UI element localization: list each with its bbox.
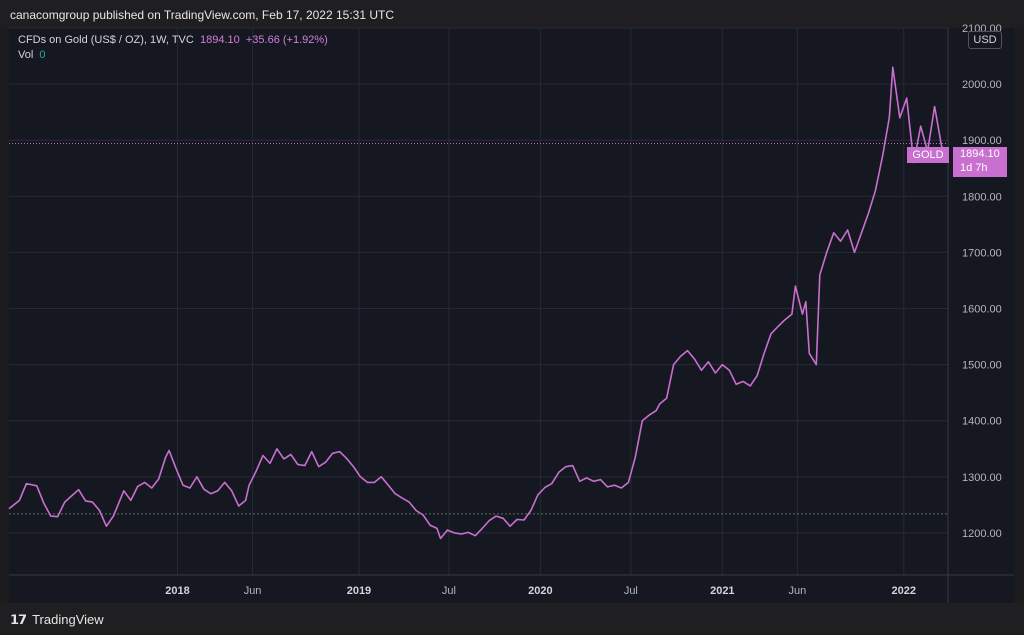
x-tick-label: 2022 (892, 585, 916, 597)
chart-area[interactable] (9, 28, 1014, 603)
legend-vol-value: 0 (39, 49, 46, 61)
price-tag: 1894.10 1d 7h (953, 147, 1007, 177)
y-tick-label: 1400.00 (962, 416, 1002, 428)
x-tick-label: Jul (442, 585, 456, 597)
price-tag-countdown: 1d 7h (960, 162, 988, 174)
legend-vol-label: Vol (18, 49, 34, 61)
x-tick-label: 2020 (528, 585, 552, 597)
symbol-tag: GOLD (907, 147, 949, 163)
y-tick-label: 1900.00 (962, 135, 1002, 147)
y-tick-label: 1700.00 (962, 247, 1002, 259)
currency-button[interactable]: USD (968, 31, 1002, 49)
y-tick-label: 2000.00 (962, 79, 1002, 91)
legend-last: 1894.10 (199, 34, 240, 46)
top-bar: canacomgroup published on TradingView.co… (0, 0, 1024, 28)
x-tick-label: 2021 (710, 585, 734, 597)
gold-price-line (8, 66, 949, 540)
tradingview-logo[interactable]: 𝟭𝟳 TradingView (10, 612, 104, 628)
tradingview-logo-icon: 𝟭𝟳 (10, 612, 27, 627)
y-tick-label: 1500.00 (962, 360, 1002, 372)
bottom-bar (0, 603, 1024, 635)
price-tag-value: 1894.10 (960, 148, 1000, 160)
y-tick-label: 1800.00 (962, 191, 1002, 203)
x-tick-label: 2019 (347, 585, 371, 597)
x-tick-label: Jun (789, 585, 807, 597)
legend: CFDs on Gold (US$ / OZ), 1W, TVC 1894.10… (18, 34, 328, 61)
y-tick-label: 1300.00 (962, 472, 1002, 484)
y-tick-label: 1200.00 (962, 528, 1002, 540)
x-tick-label: Jul (624, 585, 638, 597)
y-tick-label: 1600.00 (962, 304, 1002, 316)
x-tick-label: 2018 (165, 585, 189, 597)
publisher-line: canacomgroup published on TradingView.co… (10, 8, 395, 22)
x-tick-label: Jun (244, 585, 262, 597)
legend-change: +35.66 (+1.92%) (245, 34, 328, 46)
legend-symbol: CFDs on Gold (US$ / OZ), 1W, TVC (18, 34, 194, 46)
brand-name: TradingView (32, 612, 104, 627)
